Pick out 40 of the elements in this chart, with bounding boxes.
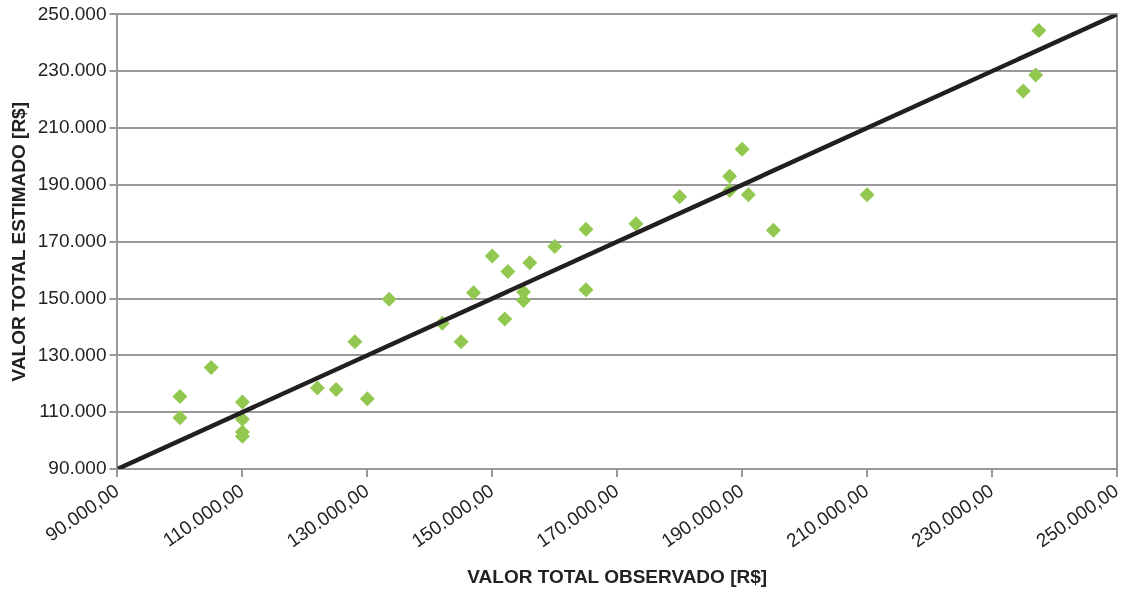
y-tick-label: 90.000	[48, 457, 107, 479]
point	[578, 221, 594, 237]
point	[347, 334, 363, 350]
y-tick-label: 170.000	[37, 229, 107, 251]
point	[672, 189, 688, 205]
point	[203, 360, 219, 376]
point	[172, 410, 188, 426]
point	[1015, 83, 1031, 99]
y-tick-label: 150.000	[37, 286, 107, 308]
point	[328, 381, 344, 397]
x-axis-title: VALOR TOTAL OBSERVADO [R$]	[467, 565, 768, 587]
y-tick-label: 130.000	[37, 343, 107, 365]
point	[453, 334, 469, 350]
y-tick-label: 210.000	[37, 116, 107, 138]
point	[734, 141, 750, 157]
point	[466, 285, 482, 301]
point	[740, 187, 756, 203]
point	[1031, 23, 1047, 39]
y-tick-label: 110.000	[39, 400, 107, 422]
point	[172, 389, 188, 405]
point	[547, 239, 563, 255]
point	[1028, 67, 1044, 83]
point	[522, 255, 538, 271]
point	[309, 380, 325, 396]
point	[484, 248, 500, 264]
point	[628, 216, 644, 232]
point	[722, 168, 738, 184]
point	[234, 394, 250, 410]
y-tick-label: 230.000	[37, 59, 107, 81]
point	[234, 411, 250, 427]
point	[578, 282, 594, 298]
point	[765, 222, 781, 238]
y-axis-title: VALOR TOTAL ESTIMADO [R$]	[7, 102, 29, 382]
point	[381, 291, 397, 307]
point	[359, 391, 375, 407]
y-tick-label: 250.000	[37, 2, 107, 24]
y-tick-label: 190.000	[37, 173, 107, 195]
point	[859, 187, 875, 203]
point	[500, 264, 516, 280]
point	[497, 311, 513, 327]
